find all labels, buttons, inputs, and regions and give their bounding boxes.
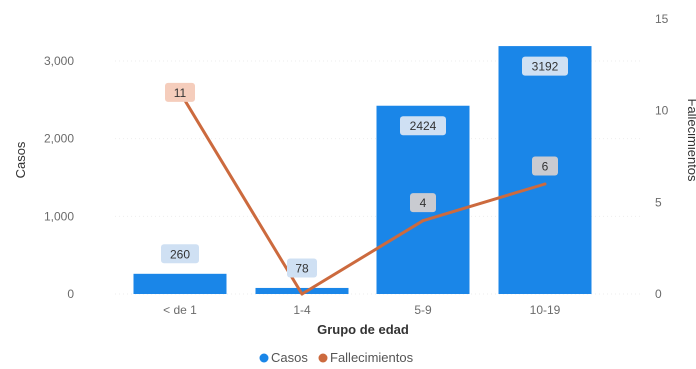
x-tick-label: < de 1: [163, 303, 197, 317]
line-point: [421, 219, 425, 223]
data-label-text: 78: [295, 261, 309, 275]
line-point: [543, 182, 547, 186]
data-label-bg: [287, 258, 317, 278]
data-label: 260: [161, 244, 199, 264]
legend-label-casos: Casos: [271, 350, 308, 365]
data-label: 11: [165, 82, 195, 102]
x-axis-title: Grupo de edad: [317, 322, 409, 337]
data-label: 6: [532, 156, 558, 176]
data-label-text: 3192: [532, 60, 559, 74]
x-axis-ticks: < de 1 1-4 5-9 10-19: [163, 303, 561, 317]
data-labels: 260 78 2424 3192 11 4 6: [161, 56, 568, 278]
bar: [133, 273, 227, 294]
data-label-text: 11: [174, 86, 187, 100]
y-tick-label: 2,000: [44, 132, 74, 146]
data-label-bg: [161, 244, 199, 264]
data-label-text: 6: [542, 160, 549, 174]
y-tick-label: 3,000: [44, 54, 74, 68]
death-line: [178, 90, 547, 296]
y-tick-label: 1,000: [44, 209, 74, 223]
left-axis-ticks: 0 1,000 2,000 3,000: [44, 54, 74, 301]
line-point: [300, 292, 304, 296]
x-tick-label: 5-9: [414, 303, 432, 317]
data-label: 2424: [400, 116, 446, 136]
data-label-bg: [165, 82, 195, 102]
x-tick-label: 1-4: [293, 303, 311, 317]
data-label-text: 2424: [410, 119, 437, 133]
bar: [255, 287, 349, 294]
data-label: 3192: [522, 56, 568, 76]
data-label-text: 4: [420, 196, 427, 210]
right-axis-ticks: 0 5 10 15: [655, 12, 669, 301]
y2-tick-label: 5: [655, 195, 662, 209]
legend: Casos Fallecimientos: [259, 350, 414, 365]
data-label: 78: [287, 258, 317, 278]
y2-tick-label: 15: [655, 12, 669, 26]
data-label-bg: [400, 116, 446, 136]
x-tick-label: 10-19: [530, 303, 561, 317]
series-line: [178, 91, 546, 296]
legend-marker-casos: [259, 353, 269, 363]
data-label: 4: [410, 193, 436, 213]
y2-tick-label: 10: [655, 104, 669, 118]
data-label-bg: [410, 193, 436, 213]
legend-label-fallecimientos: Fallecimientos: [330, 350, 414, 365]
data-label-bg: [522, 56, 568, 76]
y2-tick-label: 0: [655, 287, 662, 301]
y-tick-label: 0: [67, 287, 74, 301]
y-axis-title: Casos: [13, 141, 28, 178]
y2-axis-title: Fallecimientos: [685, 98, 696, 182]
data-label-bg: [532, 156, 558, 176]
legend-marker-fallecimientos: [318, 353, 328, 363]
data-label-text: 260: [170, 247, 190, 261]
